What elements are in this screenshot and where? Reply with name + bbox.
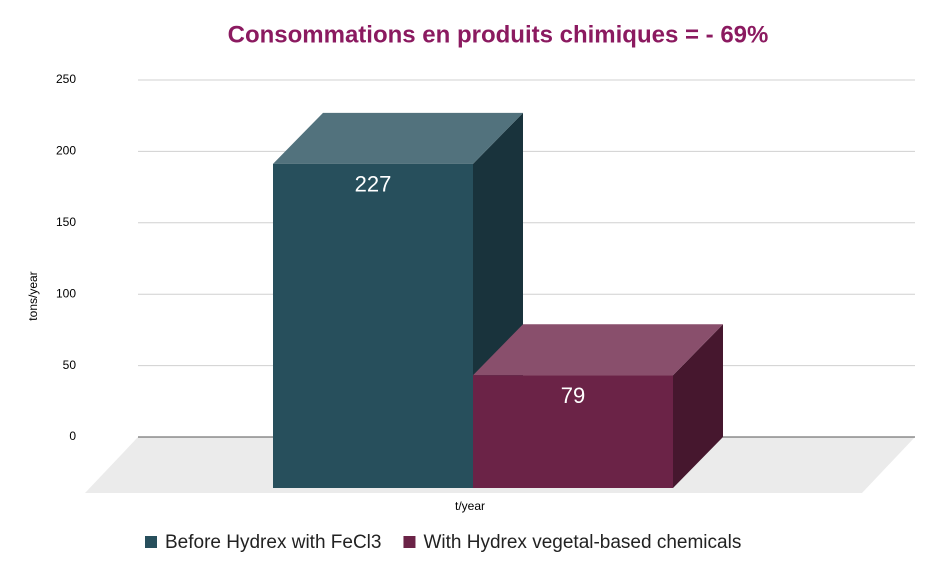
y-tick-label: 250	[56, 72, 76, 86]
chart-title: Consommations en produits chimiques = - …	[228, 21, 769, 48]
data-label: 79	[561, 383, 585, 408]
y-tick-label: 0	[69, 429, 76, 443]
legend: Before Hydrex with FeCl3 With Hydrex vege…	[145, 532, 741, 553]
legend-swatch	[145, 536, 157, 548]
y-axis-label: tons/year	[26, 271, 40, 320]
bar	[473, 375, 673, 488]
bar-side	[673, 324, 723, 488]
bar-top	[473, 324, 723, 376]
y-tick-label: 50	[63, 358, 77, 372]
legend-swatch	[403, 536, 416, 548]
legend-label: Before Hydrex with FeCl3	[165, 532, 381, 553]
y-tick-label: 100	[56, 286, 76, 300]
y-tick-label: 200	[56, 144, 76, 158]
legend-label: With Hydrex vegetal-based chemicals	[423, 532, 741, 553]
x-axis-label: t/year	[455, 499, 485, 513]
data-label: 227	[355, 172, 392, 197]
bar	[273, 163, 473, 488]
bar-top	[273, 112, 523, 164]
y-tick-label: 150	[56, 215, 76, 229]
